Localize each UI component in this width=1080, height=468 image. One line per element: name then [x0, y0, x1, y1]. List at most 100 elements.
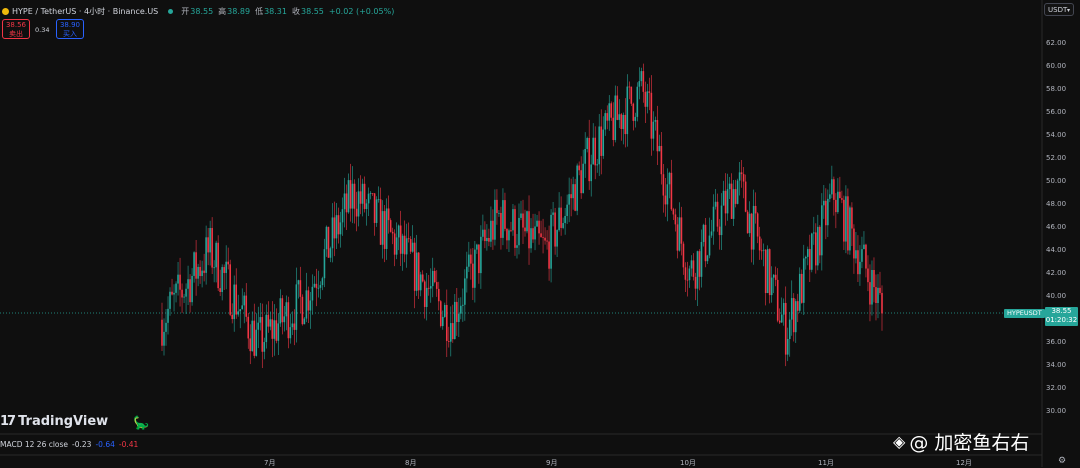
candle-body — [261, 317, 264, 352]
candle-body — [718, 226, 721, 236]
candle-body — [570, 194, 572, 199]
candle-body — [247, 316, 250, 339]
candle-body — [660, 145, 663, 175]
candle-body — [508, 230, 510, 241]
candle-body — [293, 323, 296, 330]
currency-select[interactable]: USDT ▾ — [1044, 3, 1074, 16]
candle-body — [510, 230, 512, 232]
candle-body — [305, 290, 308, 319]
candle-body — [313, 283, 316, 287]
candle-body — [774, 274, 777, 280]
macd-signal-value: -0.41 — [118, 440, 139, 449]
candle-body — [788, 319, 791, 339]
candle-body — [748, 213, 751, 234]
candle-body — [291, 323, 294, 328]
candle-body — [574, 184, 576, 211]
candle-body — [494, 199, 496, 240]
candle-body — [710, 231, 713, 236]
candle-body — [179, 274, 181, 290]
candle-body — [317, 287, 320, 289]
candle-body — [580, 170, 582, 194]
sell-label: 卖出 — [9, 30, 23, 38]
candle-body — [855, 250, 857, 259]
candle-body — [827, 198, 829, 226]
candle-body — [680, 217, 683, 244]
buy-button[interactable]: 38.90 买入 — [56, 19, 84, 39]
candle-body — [183, 296, 185, 298]
candle-body — [806, 249, 809, 257]
candle-body — [433, 270, 436, 283]
open-value: 38.55 — [190, 6, 214, 16]
candle-body — [464, 278, 466, 305]
candle-body — [538, 220, 540, 234]
candle-body — [255, 329, 258, 356]
symbol-title[interactable]: HYPE / TetherUS · 4小时 · Binance.US — [12, 6, 159, 16]
x-tick: 11月 — [818, 459, 834, 467]
candle-body — [315, 283, 318, 289]
candle-body — [634, 116, 637, 121]
candle-body — [744, 181, 747, 212]
candle-body — [187, 279, 189, 289]
candle-body — [391, 231, 394, 234]
candle-body — [409, 239, 412, 252]
candle-body — [534, 226, 536, 240]
candle-body — [233, 284, 236, 320]
candle-body — [588, 137, 590, 182]
candle-body — [566, 204, 568, 216]
candle-body — [640, 71, 643, 82]
candle-body — [676, 224, 679, 251]
candle-body — [865, 244, 867, 269]
candle-body — [311, 286, 314, 301]
candle-body — [552, 212, 554, 215]
candle-body — [867, 268, 869, 283]
candle-body — [666, 184, 669, 205]
candle-body — [185, 288, 187, 297]
candle-body — [802, 258, 805, 303]
candle-body — [452, 323, 454, 340]
candle-body — [853, 228, 855, 259]
x-tick: 8月 — [405, 459, 417, 467]
candle-body — [249, 338, 252, 352]
candle-body — [776, 279, 779, 321]
candle-body — [415, 252, 418, 291]
y-tick: 58.00 — [1046, 85, 1067, 93]
y-tick: 44.00 — [1046, 246, 1067, 254]
candle-body — [586, 137, 588, 149]
candle-body — [873, 269, 875, 288]
candle-body — [766, 249, 769, 294]
watermark-text: @ 加密鱼右右 — [909, 432, 1030, 454]
candle-body — [341, 209, 344, 223]
tradingview-logo[interactable]: 17 TradingView — [0, 414, 108, 429]
candle-body — [602, 129, 605, 156]
macd-legend[interactable]: MACD 12 26 close -0.23 -0.64 -0.41 — [0, 440, 142, 449]
candle-body — [786, 338, 789, 355]
candle-body — [714, 201, 717, 207]
settings-icon[interactable]: ⚙ — [1058, 456, 1067, 466]
x-tick: 9月 — [546, 459, 558, 467]
candle-body — [576, 165, 578, 211]
candle-body — [606, 113, 609, 121]
x-tick: 7月 — [264, 459, 276, 467]
candle-body — [612, 117, 615, 141]
candle-body — [309, 300, 312, 311]
candle-body — [690, 260, 693, 269]
candle-body — [728, 183, 731, 190]
watermark: ◈ @ 加密鱼右右 — [893, 428, 1029, 455]
candle-body — [193, 252, 195, 276]
candle-body — [243, 295, 246, 306]
candle-body — [431, 270, 434, 287]
candle-body — [558, 207, 560, 231]
candle-body — [562, 223, 564, 228]
candle-body — [526, 211, 528, 232]
candle-body — [692, 260, 695, 277]
y-tick: 48.00 — [1046, 200, 1067, 208]
sell-button[interactable]: 38.56 卖出 — [2, 19, 30, 39]
candle-body — [429, 286, 432, 289]
candle-body — [349, 180, 352, 209]
candle-body — [235, 284, 238, 315]
candle-body — [339, 222, 342, 235]
candle-body — [815, 232, 817, 266]
candle-body — [239, 309, 242, 312]
candle-body — [375, 199, 378, 223]
